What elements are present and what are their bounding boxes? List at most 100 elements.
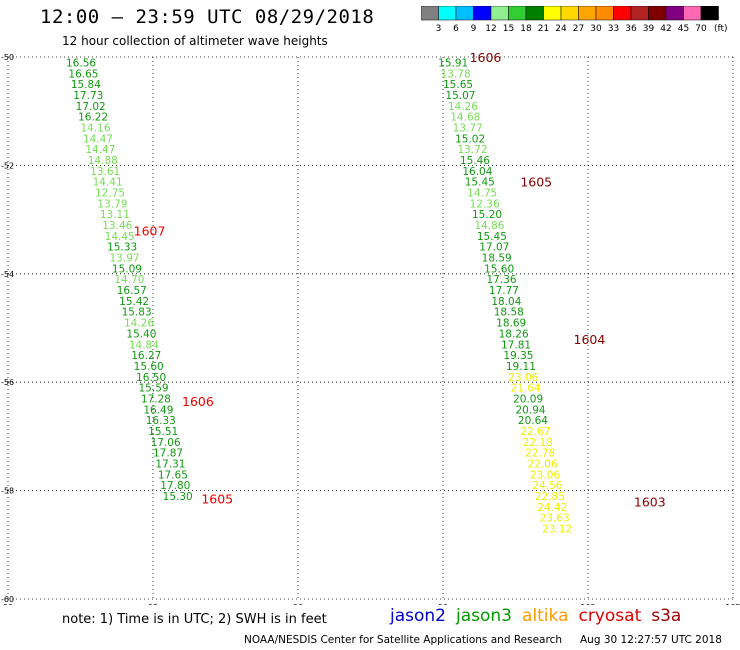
colorbar-label: 15: [503, 24, 514, 34]
wave-height-value: 14.68: [450, 112, 480, 124]
satellite-legend-item: altika: [522, 606, 569, 626]
page-title: 12:00 – 23:59 UTC 08/29/2018: [40, 6, 375, 28]
y-tick-label: -58: [1, 487, 14, 496]
colorbar-label: 12: [485, 24, 496, 34]
colorbar-label: 33: [608, 24, 619, 34]
wave-height-value: 14.86: [474, 220, 504, 232]
generation-timestamp: Aug 30 12:27:57 UTC 2018: [580, 634, 722, 646]
wave-height-value: 14.26: [448, 101, 478, 113]
colorbar-label: 18: [520, 24, 532, 34]
satellite-legend: jason2 jason3 altika cryosat s3a: [390, 606, 691, 626]
y-tick-label: -50: [1, 53, 14, 62]
wave-height-value: 19.11: [506, 361, 536, 373]
wave-height-value: 14.75: [467, 188, 497, 200]
time-label: 1605: [201, 492, 233, 507]
track-left: 16.5616.6515.8417.7317.0216.2214.1614.47…: [66, 57, 233, 506]
wave-height-value: 15.59: [139, 383, 169, 395]
wave-height-value: 17.02: [76, 101, 106, 113]
wave-height-value: 15.83: [122, 307, 152, 319]
wave-height-value: 15.65: [443, 79, 473, 91]
track-right: 15.9113.7815.6515.0714.2614.6813.7715.02…: [438, 50, 666, 536]
time-label: 1603: [634, 494, 666, 509]
wave-height-value: 18.58: [494, 307, 524, 319]
wave-height-value: 13.72: [458, 144, 488, 156]
wave-height-value: 15.42: [119, 296, 149, 308]
wave-height-value: 14.41: [93, 177, 123, 189]
wave-height-value: 18.69: [496, 318, 526, 330]
wave-height-value: 15.46: [460, 155, 490, 167]
wave-height-value: 15.51: [148, 426, 178, 438]
wave-height-value: 15.60: [484, 263, 514, 275]
wave-height-value: 23.06: [530, 469, 560, 481]
wave-height-value: 20.64: [518, 415, 548, 427]
y-tick-label: -60: [1, 595, 14, 604]
colorbar-label: 70: [695, 24, 707, 34]
wave-height-value: 15.45: [465, 177, 495, 189]
wave-height-value: 15.07: [445, 90, 475, 102]
wave-height-value: 13.61: [90, 166, 120, 178]
time-label: 1607: [134, 223, 166, 238]
wave-height-value: 16.57: [117, 285, 147, 297]
wave-height-value: 14.84: [129, 339, 159, 351]
wave-height-value: 22.06: [528, 459, 558, 471]
colorbar-label: 6: [453, 24, 459, 34]
wave-height-value: 16.50: [136, 372, 166, 384]
satellite-legend-item: s3a: [651, 606, 682, 626]
wave-height-value: 14.47: [85, 144, 115, 156]
wave-height-value: 23.06: [508, 372, 538, 384]
y-tick-label: -54: [1, 270, 14, 279]
wave-height-value: 14.88: [88, 155, 118, 167]
wave-height-value: 16.22: [78, 112, 108, 124]
wave-height-value: 15.60: [134, 361, 164, 373]
x-tick-label: 99: [438, 603, 448, 605]
wave-height-value: 13.46: [102, 220, 132, 232]
wave-height-value: 14.70: [114, 274, 144, 286]
wave-height-value: 15.20: [472, 209, 502, 221]
wave-height-value: 14.45: [105, 231, 135, 243]
satellite-legend-item: jason3: [456, 606, 512, 626]
wave-height-value: 19.35: [503, 350, 533, 362]
wave-height-value: 18.26: [499, 328, 529, 340]
wave-height-value: 22.85: [535, 491, 565, 503]
wave-height-value: 18.59: [482, 253, 512, 265]
wave-height-value: 14.47: [83, 133, 113, 145]
wave-height-value: 17.31: [155, 459, 185, 471]
wave-height-value: 18.04: [491, 296, 521, 308]
wave-height-value: 15.40: [126, 328, 156, 340]
wave-height-value: 12.36: [470, 198, 500, 210]
wave-height-value: 16.49: [143, 404, 173, 416]
wave-height-value: 24.56: [532, 480, 562, 492]
wave-height-value: 13.97: [110, 253, 140, 265]
wave-height-value: 17.73: [73, 90, 103, 102]
wave-height-value: 13.79: [97, 198, 127, 210]
wave-height-value: 13.78: [441, 68, 471, 80]
x-tick-label: 90: [3, 603, 13, 605]
wave-height-value: 22.18: [523, 437, 553, 449]
wave-height-value: 17.77: [489, 285, 519, 297]
wave-height-value: 24.42: [537, 502, 567, 514]
wave-height-value: 15.30: [163, 491, 193, 503]
x-tick-label: 102: [580, 603, 595, 605]
time-label: 1606: [182, 394, 214, 409]
wave-height-value: 17.07: [479, 242, 509, 254]
colorbar-label: 45: [678, 24, 689, 34]
wave-height-value: 15.33: [107, 242, 137, 254]
wave-height-value: 16.27: [131, 350, 161, 362]
colorbar-label: 3: [436, 24, 442, 34]
wave-height-value: 23.12: [542, 524, 572, 536]
wave-height-value: 12.75: [95, 188, 125, 200]
credit-line: NOAA/NESDIS Center for Satellite Applica…: [244, 634, 562, 646]
wave-height-value: 15.45: [477, 231, 507, 243]
wave-height-value: 20.94: [516, 404, 546, 416]
colorbar-swatch: [700, 6, 719, 21]
wave-height-value: 16.33: [146, 415, 176, 427]
wave-height-value: 20.09: [513, 393, 543, 405]
satellite-legend-item: jason2: [390, 606, 446, 626]
colorbar-label: 36: [625, 24, 637, 34]
colorbar-label: 42: [660, 24, 671, 34]
wave-height-value: 17.65: [158, 469, 188, 481]
wave-height-value: 16.04: [462, 166, 492, 178]
wave-height-value: 17.81: [501, 339, 531, 351]
wave-height-value: 16.56: [66, 57, 96, 69]
colorbar-label: 30: [590, 24, 602, 34]
